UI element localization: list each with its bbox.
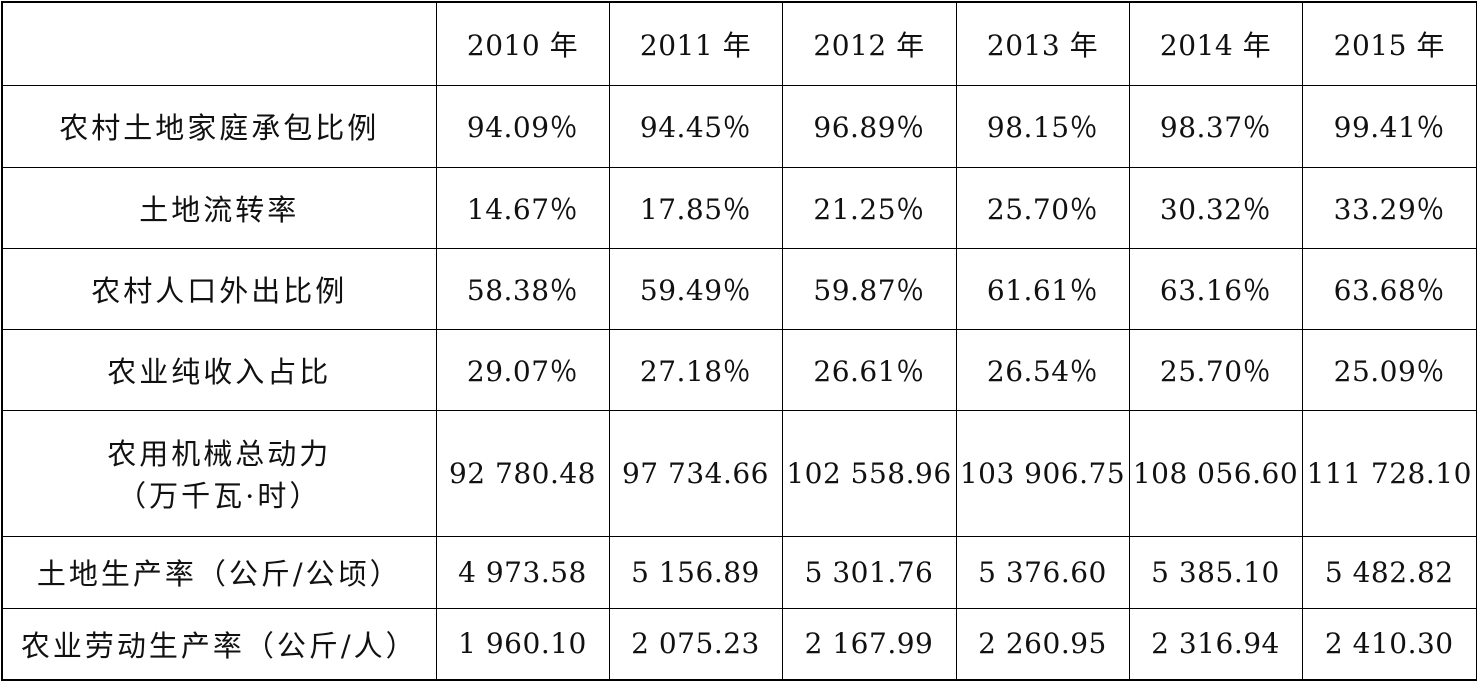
value-cell: 111 728.10 [1301, 409, 1477, 537]
value-cell: 92 780.48 [435, 409, 610, 537]
value-cell: 94.45％ [608, 84, 783, 168]
value-cell: 2 316.94 [1128, 607, 1303, 681]
corner-cell [1, 1, 437, 86]
row-label: 农业劳动生产率（公斤/人） [1, 607, 437, 681]
value-cell: 5 385.10 [1128, 535, 1303, 609]
data-row: 农用机械总动力 （万千瓦·时） 92 780.48 97 734.66 102 558… [1, 409, 1477, 537]
row-label: 农村土地家庭承包比例 [1, 84, 437, 168]
row-label: 农用机械总动力 （万千瓦·时） [1, 409, 437, 537]
value-cell: 2 075.23 [608, 607, 783, 681]
year-header: 2013 年 [955, 1, 1130, 86]
value-cell: 25.70％ [955, 166, 1130, 249]
year-header: 2015 年 [1301, 1, 1477, 86]
value-cell: 33.29％ [1301, 166, 1477, 249]
value-cell: 63.68％ [1301, 247, 1477, 330]
year-header: 2014 年 [1128, 1, 1303, 86]
value-cell: 21.25％ [781, 166, 957, 249]
data-row: 土地生产率（公斤/公顷） 4 973.58 5 156.89 5 301.76 5 37… [1, 535, 1477, 609]
row-label: 土地流转率 [1, 166, 437, 249]
year-header: 2010 年 [435, 1, 610, 86]
value-cell: 2 410.30 [1301, 607, 1477, 681]
data-row: 农村土地家庭承包比例 94.09％ 94.45％ 96.89％ 98.15％ 98.37％… [1, 84, 1477, 168]
row-label: 农业纯收入占比 [1, 328, 437, 411]
value-cell: 29.07％ [435, 328, 610, 411]
value-cell: 5 301.76 [781, 535, 957, 609]
value-cell: 96.89％ [781, 84, 957, 168]
data-row: 农业劳动生产率（公斤/人） 1 960.10 2 075.23 2 167.99 2 2… [1, 607, 1477, 681]
value-cell: 5 482.82 [1301, 535, 1477, 609]
value-cell: 59.87％ [781, 247, 957, 330]
value-cell: 98.37％ [1128, 84, 1303, 168]
value-cell: 27.18％ [608, 328, 783, 411]
value-cell: 26.61％ [781, 328, 957, 411]
value-cell: 4 973.58 [435, 535, 610, 609]
header-row: 2010 年 2011 年 2012 年 2013 年 2014 年 2015 年 [1, 1, 1477, 86]
value-cell: 25.70％ [1128, 328, 1303, 411]
value-cell: 99.41％ [1301, 84, 1477, 168]
value-cell: 17.85％ [608, 166, 783, 249]
data-row: 农业纯收入占比 29.07％ 27.18％ 26.61％ 26.54％ 25.70％ 25.… [1, 328, 1477, 411]
row-label: 土地生产率（公斤/公顷） [1, 535, 437, 609]
value-cell: 94.09％ [435, 84, 610, 168]
value-cell: 102 558.96 [781, 409, 957, 537]
data-row: 农村人口外出比例 58.38％ 59.49％ 59.87％ 61.61％ 63.16％ 63… [1, 247, 1477, 330]
value-cell: 30.32％ [1128, 166, 1303, 249]
value-cell: 98.15％ [955, 84, 1130, 168]
value-cell: 108 056.60 [1128, 409, 1303, 537]
value-cell: 2 260.95 [955, 607, 1130, 681]
year-header: 2011 年 [608, 1, 783, 86]
value-cell: 5 156.89 [608, 535, 783, 609]
year-header: 2012 年 [781, 1, 957, 86]
value-cell: 5 376.60 [955, 535, 1130, 609]
value-cell: 61.61％ [955, 247, 1130, 330]
value-cell: 63.16％ [1128, 247, 1303, 330]
value-cell: 14.67％ [435, 166, 610, 249]
value-cell: 97 734.66 [608, 409, 783, 537]
value-cell: 1 960.10 [435, 607, 610, 681]
value-cell: 59.49％ [608, 247, 783, 330]
value-cell: 25.09％ [1301, 328, 1477, 411]
value-cell: 58.38％ [435, 247, 610, 330]
data-row: 土地流转率 14.67％ 17.85％ 21.25％ 25.70％ 30.32％ 33.29… [1, 166, 1477, 249]
value-cell: 26.54％ [955, 328, 1130, 411]
row-label: 农村人口外出比例 [1, 247, 437, 330]
value-cell: 103 906.75 [955, 409, 1130, 537]
value-cell: 2 167.99 [781, 607, 957, 681]
